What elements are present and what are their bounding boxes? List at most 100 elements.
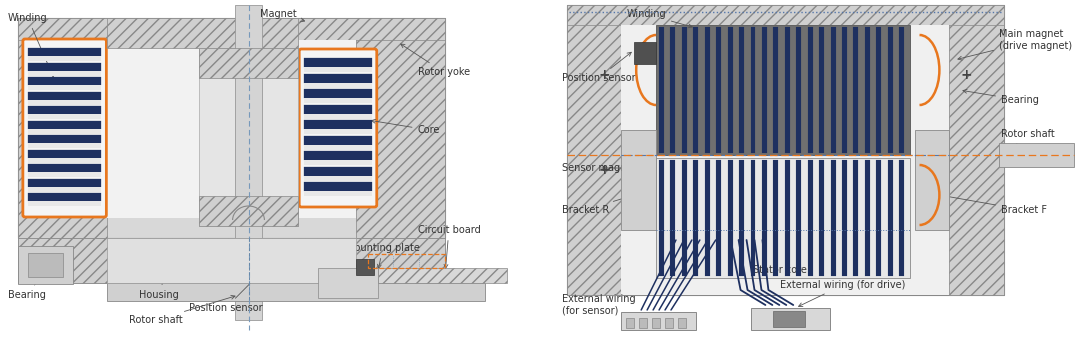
Bar	[566, 5, 1004, 295]
Bar	[659, 160, 664, 276]
Bar	[17, 18, 107, 238]
Bar	[678, 318, 686, 328]
Bar	[621, 25, 949, 295]
Bar	[728, 27, 733, 153]
Bar	[28, 99, 101, 104]
Bar	[621, 130, 656, 230]
Bar	[807, 160, 813, 276]
Bar	[671, 160, 675, 276]
Bar	[705, 27, 710, 153]
Bar	[751, 308, 830, 330]
Bar	[199, 48, 298, 78]
Bar	[28, 193, 101, 201]
Bar	[819, 27, 824, 153]
Bar	[830, 160, 836, 276]
Bar	[28, 164, 101, 172]
Bar	[774, 160, 778, 276]
Bar	[626, 318, 634, 328]
Bar	[356, 18, 445, 238]
Text: Winding: Winding	[626, 9, 693, 28]
Bar	[107, 40, 356, 218]
Bar	[304, 136, 372, 145]
Bar	[17, 18, 445, 238]
Bar	[728, 160, 733, 276]
Bar	[842, 27, 847, 153]
Bar	[739, 160, 744, 276]
Bar	[807, 27, 813, 153]
Bar	[28, 143, 101, 148]
Bar	[28, 187, 101, 192]
Text: Bearing: Bearing	[963, 89, 1039, 105]
Bar	[28, 85, 101, 90]
Bar	[28, 71, 101, 75]
Bar	[774, 311, 805, 327]
Bar	[199, 196, 298, 226]
Text: Rotor shaft: Rotor shaft	[1002, 129, 1055, 152]
Bar	[682, 160, 687, 276]
Text: Stator core: Stator core	[754, 265, 807, 275]
FancyBboxPatch shape	[299, 49, 376, 207]
Bar	[304, 98, 372, 103]
Text: External wiring
(for sensor): External wiring (for sensor)	[562, 294, 645, 318]
Bar	[914, 130, 949, 230]
Text: Housing: Housing	[140, 264, 179, 300]
Bar	[199, 48, 298, 226]
Bar	[28, 77, 101, 85]
Bar	[304, 167, 372, 175]
Bar	[830, 27, 836, 153]
Bar	[784, 160, 790, 276]
Bar	[784, 27, 790, 153]
Bar	[304, 82, 372, 88]
Text: Bracket F: Bracket F	[943, 194, 1047, 215]
Bar	[774, 27, 778, 153]
Bar	[899, 27, 904, 153]
Bar	[304, 175, 372, 180]
Bar	[28, 114, 101, 119]
Text: Mounting plate: Mounting plate	[346, 243, 420, 268]
Bar	[659, 27, 664, 153]
Bar	[876, 27, 882, 153]
Bar	[28, 201, 101, 206]
Bar	[17, 238, 445, 283]
Bar	[319, 268, 377, 298]
Bar	[666, 318, 673, 328]
Bar	[28, 121, 101, 128]
Bar	[865, 27, 870, 153]
Bar	[304, 114, 372, 119]
Text: Position sensor: Position sensor	[189, 268, 266, 313]
Text: Sensor magnet: Sensor magnet	[562, 163, 636, 173]
Bar	[304, 160, 372, 165]
Bar	[899, 160, 904, 276]
Bar	[28, 63, 101, 71]
Text: +: +	[599, 68, 610, 82]
Bar	[865, 160, 870, 276]
Bar	[682, 27, 687, 153]
Text: External wiring (for drive): External wiring (for drive)	[780, 280, 906, 307]
Bar	[853, 160, 859, 276]
Bar	[107, 18, 298, 48]
Text: Core: Core	[371, 119, 440, 135]
Bar	[888, 27, 892, 153]
Bar	[656, 158, 910, 278]
Bar	[566, 5, 1004, 25]
Bar	[656, 25, 910, 155]
Bar	[705, 160, 710, 276]
Bar	[694, 160, 698, 276]
Bar	[634, 42, 656, 64]
Text: Circuit board: Circuit board	[418, 225, 480, 268]
Bar	[28, 128, 101, 134]
Bar	[377, 268, 507, 283]
Bar	[819, 160, 824, 276]
Bar	[28, 158, 101, 163]
Text: Winding: Winding	[8, 13, 53, 77]
Bar	[796, 27, 801, 153]
Bar	[304, 73, 372, 82]
Bar	[716, 160, 721, 276]
Bar	[739, 27, 744, 153]
Bar	[28, 178, 101, 187]
Bar	[639, 318, 647, 328]
Bar	[566, 5, 621, 295]
Bar	[304, 120, 372, 129]
Bar	[28, 135, 101, 143]
Bar	[999, 143, 1074, 167]
